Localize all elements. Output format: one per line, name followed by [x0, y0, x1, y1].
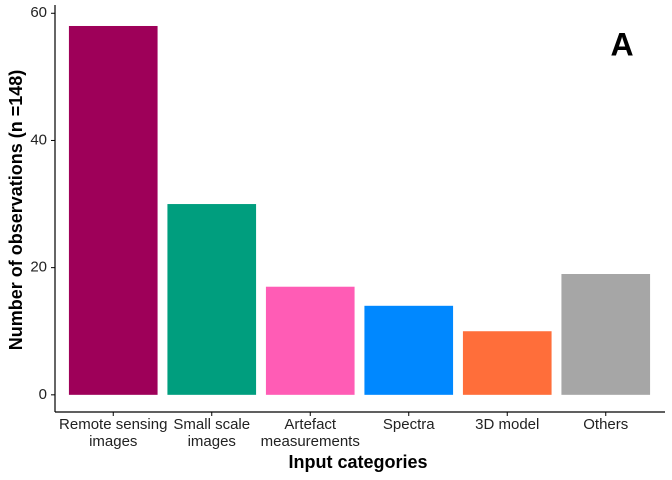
x-tick-label: Remote sensing images	[59, 416, 167, 450]
x-tick-label: Others	[583, 416, 628, 433]
bar	[167, 204, 257, 395]
y-tick-label: 60	[30, 4, 47, 21]
x-axis-label: Input categories	[288, 452, 427, 472]
y-tick-label: 20	[30, 259, 47, 276]
y-tick-label: 0	[39, 386, 47, 403]
x-tick-label: 3D model	[475, 416, 539, 433]
bar	[364, 305, 454, 395]
x-tick-label: Small scale images	[173, 416, 250, 450]
x-tick-label: Spectra	[383, 416, 435, 433]
y-tick-label: 40	[30, 131, 47, 148]
bar	[265, 286, 355, 395]
panel-annotation: A	[610, 26, 633, 62]
bar	[462, 331, 552, 395]
bar	[68, 25, 158, 395]
bar	[561, 274, 651, 395]
y-axis-label: Number of observations (n =148)	[6, 70, 26, 351]
x-tick-label: Artefact measurements	[261, 416, 360, 450]
